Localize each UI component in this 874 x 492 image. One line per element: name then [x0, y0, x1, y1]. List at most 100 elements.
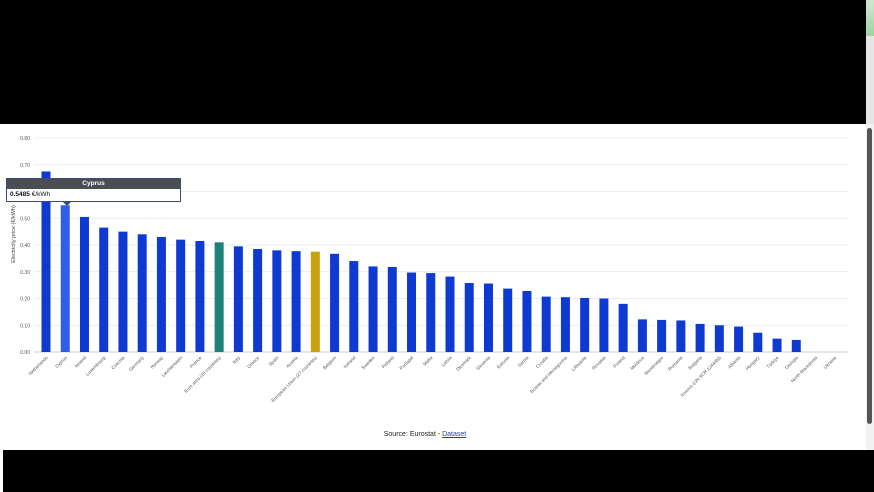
x-tick-label: Slovenia	[475, 355, 491, 371]
x-tick-label: Cyprus	[54, 355, 68, 369]
bar[interactable]	[214, 242, 224, 352]
x-tick-label: Lithuania	[571, 355, 588, 372]
x-tick-label: Portugal	[399, 355, 415, 371]
bar[interactable]	[695, 323, 705, 352]
x-tick-label: Finland	[381, 355, 396, 370]
x-tick-label: Albania	[727, 355, 742, 370]
x-tick-label: Italy	[232, 355, 242, 365]
x-tick-label: Euro area (19 countries)	[183, 355, 222, 394]
grid-layer	[34, 137, 848, 353]
bar[interactable]	[291, 251, 301, 352]
bar[interactable]	[426, 273, 436, 352]
y-axis-label: Electricity price (€/kWh)	[11, 205, 17, 263]
bar[interactable]	[233, 246, 243, 352]
x-tick-label: Ukraine	[823, 355, 838, 370]
bar[interactable]	[560, 297, 570, 352]
bars	[41, 171, 801, 353]
bar[interactable]	[714, 325, 724, 352]
x-tick-label: Liechtenstein	[161, 355, 184, 378]
tooltip-unit: €/kWh	[31, 191, 51, 198]
bottom-black-band	[0, 450, 874, 492]
bar[interactable]	[522, 291, 532, 352]
bar[interactable]	[541, 296, 551, 352]
bar[interactable]	[618, 303, 628, 352]
bar[interactable]	[60, 205, 70, 352]
tooltip-value: 0.5485	[10, 191, 30, 198]
bar[interactable]	[503, 288, 513, 352]
y-tick-label: 0.00	[20, 350, 30, 356]
x-tick-label: Netherlands	[28, 355, 50, 377]
x-tick-label: Croatia	[535, 355, 549, 369]
bar[interactable]	[99, 227, 109, 352]
y-tick-label: 0.50	[20, 216, 30, 222]
bar[interactable]	[253, 249, 263, 352]
x-tick-label: Belgium	[322, 355, 337, 370]
bar[interactable]	[195, 240, 205, 352]
tooltip-title: Cyprus	[7, 179, 180, 189]
dataset-link[interactable]: Dataset	[442, 431, 467, 438]
x-tick-label: Iceland	[342, 355, 356, 369]
bar[interactable]	[176, 239, 186, 352]
x-tick-label: Sweden	[360, 355, 376, 371]
x-tick-label: Georgia	[784, 355, 799, 370]
x-tick-label: Spain	[268, 355, 280, 367]
y-tick-label: 0.20	[20, 297, 30, 303]
y-tick-label: 0.30	[20, 270, 30, 276]
bar[interactable]	[599, 298, 609, 353]
scrollbar-thumb[interactable]	[867, 128, 872, 424]
source-text: Source: Eurostat -	[383, 431, 443, 438]
bar[interactable]	[79, 216, 89, 352]
bar[interactable]	[483, 283, 493, 352]
bar[interactable]	[657, 319, 667, 352]
bar[interactable]	[676, 320, 686, 352]
bottom-edge-strip	[0, 450, 3, 492]
x-tick-label: Bulgaria	[687, 355, 703, 371]
x-tick-label: Türkiye	[766, 355, 780, 369]
bar[interactable]	[791, 339, 801, 352]
bar[interactable]	[637, 319, 647, 352]
x-tick-label: Ireland	[74, 355, 88, 369]
x-tick-label: Luxembourg	[85, 355, 107, 377]
bar[interactable]	[753, 332, 763, 352]
x-tick-label: Czechia	[110, 355, 126, 371]
x-tick-label: Bosnia and Herzegovina	[529, 355, 568, 394]
x-tick-label: Denmark	[455, 355, 472, 372]
bar[interactable]	[349, 261, 359, 352]
x-tick-label: Serbia	[517, 355, 530, 368]
bar[interactable]	[310, 251, 320, 352]
x-tick-label: Malta	[422, 355, 434, 367]
bar[interactable]	[137, 234, 147, 352]
x-tick-label: Hungary	[745, 355, 761, 371]
bar[interactable]	[445, 276, 455, 352]
x-tick-label: Norway	[150, 355, 165, 370]
x-tick-label: Estonia	[496, 355, 511, 370]
bar[interactable]	[330, 253, 340, 352]
x-tick-label: Kosovo (UN SCR 1244/99)	[680, 355, 723, 398]
bar[interactable]	[580, 297, 590, 352]
bar[interactable]	[387, 266, 397, 352]
y-axis-ticks: 0.000.100.200.300.400.500.600.700.80	[20, 136, 30, 356]
x-tick-label: Montenegro	[643, 355, 664, 376]
bar[interactable]	[734, 326, 744, 352]
bar[interactable]	[156, 236, 166, 352]
bar[interactable]	[464, 282, 474, 352]
x-tick-label: Austria	[285, 355, 299, 369]
bar[interactable]	[407, 272, 417, 352]
x-tick-label: Slovakia	[591, 355, 607, 371]
bar[interactable]	[772, 338, 782, 352]
bar[interactable]	[272, 250, 282, 352]
bar[interactable]	[368, 266, 378, 352]
window-edge	[866, 0, 874, 36]
bar[interactable]	[118, 231, 128, 352]
x-tick-label: Romania	[667, 355, 684, 372]
top-black-band	[0, 0, 866, 124]
tooltip: Cyprus 0.5485 €/kWh	[6, 178, 181, 202]
x-tick-label: Moldova	[629, 355, 645, 371]
scrollbar[interactable]	[866, 124, 874, 450]
y-tick-label: 0.70	[20, 163, 30, 169]
y-tick-label: 0.10	[20, 323, 30, 329]
bar-chart: 0.000.100.200.300.400.500.600.700.80 Ele…	[11, 136, 848, 403]
bar[interactable]	[41, 171, 51, 352]
x-tick-label: Greece	[246, 355, 261, 370]
